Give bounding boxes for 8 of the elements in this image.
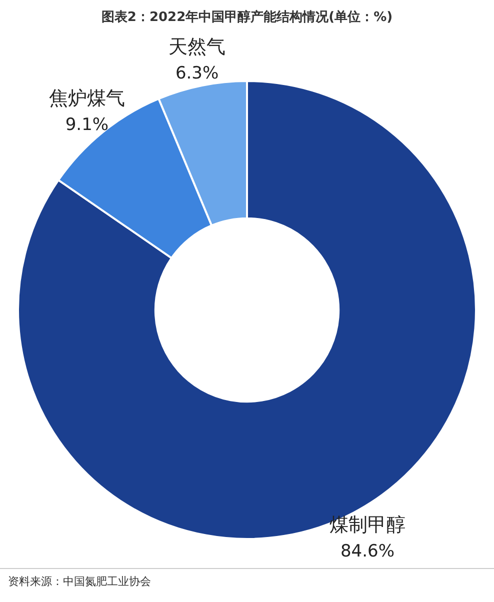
slice-label: 煤制甲醇 [329,514,406,536]
data-label: 6.3% [175,63,219,84]
data-label: 9.1% [65,115,109,136]
chart-title: 图表2：2022年中国甲醇产能结构情况(单位：%) [100,8,394,26]
data-label: 84.6% [340,542,394,562]
slice-label: 焦炉煤气 [48,88,125,110]
slice-label: 天然气 [168,36,226,58]
text: 资料来源：中国氮肥工业协会 [8,574,151,589]
